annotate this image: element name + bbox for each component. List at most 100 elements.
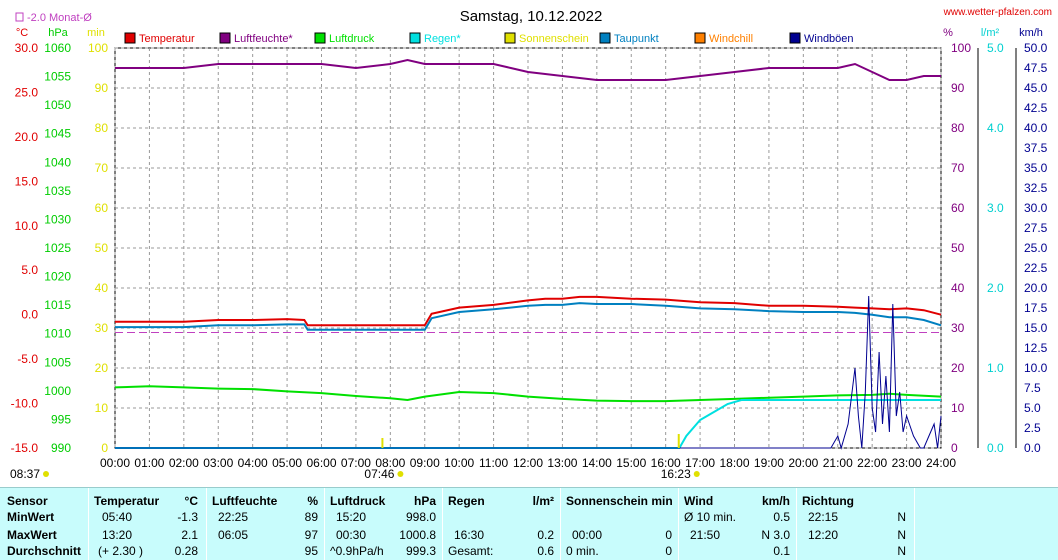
sonne-total-label: 0 min. xyxy=(566,544,599,558)
regen-max-val: 0.2 xyxy=(537,528,554,542)
y-tick-pressure: 1050 xyxy=(44,98,71,112)
luftfeuchte-min-time: 22:25 xyxy=(218,510,249,524)
luftdruck-min-val: 998.0 xyxy=(405,510,436,524)
temperatur-unit: °C xyxy=(184,494,198,508)
y-tick-pressure: 1040 xyxy=(44,155,71,169)
y-tick-wind: 7.5 xyxy=(1024,381,1041,395)
luftdruck-avg-val: 999.3 xyxy=(405,544,436,558)
sun-marker-dot xyxy=(693,471,700,477)
y-tick-humidity: 20 xyxy=(951,361,965,375)
luftdruck-min-time: 15:20 xyxy=(336,510,367,524)
y-tick-temp: 15.0 xyxy=(15,174,39,188)
luftdruck-title: Luftdruck xyxy=(330,494,386,508)
temperatur-max-time: 13:20 xyxy=(102,528,133,542)
wind-avg-val: 0.1 xyxy=(773,544,790,558)
y-tick-wind: 27.5 xyxy=(1024,221,1048,235)
axis-unit-humidity: % xyxy=(943,27,953,39)
month-avg-marker xyxy=(15,12,24,22)
y-tick-sun: 40 xyxy=(95,281,109,295)
row-label-min: MinWert xyxy=(7,510,55,524)
regen-total-label: Gesamt: xyxy=(448,544,494,558)
y-tick-rain: 4.0 xyxy=(987,121,1004,135)
y-tick-wind: 40.0 xyxy=(1024,121,1048,135)
legend-label: Windböen xyxy=(804,33,854,45)
regen-title: Regen xyxy=(448,494,485,508)
y-tick-rain: 2.0 xyxy=(987,281,1004,295)
richtung-min-time: 22:15 xyxy=(808,510,839,524)
y-tick-humidity: 50 xyxy=(951,241,965,255)
x-tick-label: 12:00 xyxy=(513,456,543,470)
luftfeuchte-unit: % xyxy=(307,494,318,508)
chart-grid xyxy=(114,47,942,449)
luftdruck-max-time: 00:30 xyxy=(336,528,367,542)
luftdruck-unit: hPa xyxy=(413,494,436,508)
legend-swatch xyxy=(789,32,801,44)
x-tick-label: 04:00 xyxy=(238,456,268,470)
legend-swatch xyxy=(314,32,326,44)
y-tick-wind: 12.5 xyxy=(1024,341,1048,355)
series-line-rain xyxy=(115,399,941,449)
richtung-max-val: N xyxy=(897,528,906,542)
x-tick-label: 20:00 xyxy=(788,456,818,470)
luftfeuchte-title: Luftfeuchte xyxy=(212,494,278,508)
stats-luftfeuchte: Luftfeuchte % 22:25 89 06:05 97 95 xyxy=(206,488,325,560)
legend-swatch xyxy=(504,32,516,44)
axis-unit-sun: min xyxy=(87,27,105,39)
sensor-title: Sensor xyxy=(7,494,48,508)
chart-title: Samstag, 10.12.2022 xyxy=(460,8,603,25)
stats-sonne: Sonnenschein min 00:00 0 0 min. 0 xyxy=(560,488,679,560)
legend-label: Temperatur xyxy=(139,33,195,45)
series-line-temp xyxy=(115,302,942,331)
y-tick-temp: -15.0 xyxy=(11,441,39,455)
wind-max-time: 21:50 xyxy=(690,528,721,542)
y-tick-wind: 17.5 xyxy=(1024,301,1048,315)
x-tick-label: 03:00 xyxy=(203,456,233,470)
x-tick-label: 08:00 xyxy=(375,456,405,470)
axis-unit-temp: °C xyxy=(16,27,28,39)
y-tick-humidity: 70 xyxy=(951,161,965,175)
x-tick-label: 15:00 xyxy=(616,456,646,470)
y-tick-pressure: 1015 xyxy=(44,298,71,312)
y-tick-pressure: 1000 xyxy=(44,384,71,398)
y-tick-wind: 0.0 xyxy=(1024,441,1041,455)
y-tick-wind: 37.5 xyxy=(1024,141,1048,155)
temperatur-avg-time: (+ 2.30 ) xyxy=(98,544,144,558)
stats-luftdruck: Luftdruck hPa 15:20 998.0 00:30 1000.8 ^… xyxy=(324,488,443,560)
y-tick-wind: 50.0 xyxy=(1024,41,1048,55)
luftdruck-trend: ^0.9hPa/h xyxy=(330,544,384,558)
y-tick-sun: 30 xyxy=(95,321,109,335)
chart-labels: 00:00 01:00 02:00 03:00 04:00 05:00 06:00 07:00… xyxy=(10,434,956,481)
stats-sensor: Sensor MinWert MaxWert Durchschnitt xyxy=(0,488,89,560)
x-tick-label: 09:00 xyxy=(410,456,440,470)
x-tick-label: 16:00 xyxy=(651,456,681,470)
x-tick-label: 13:00 xyxy=(547,456,577,470)
y-tick-pressure: 995 xyxy=(51,412,71,426)
y-tick-sun: 100 xyxy=(88,41,108,55)
x-tick-label: 18:00 xyxy=(719,456,749,470)
wind-max-val: N 3.0 xyxy=(761,528,790,542)
series-line-pressure xyxy=(114,385,942,403)
y-tick-temp: -5.0 xyxy=(17,352,38,366)
x-tick-label: 02:00 xyxy=(169,456,199,470)
axis-unit-wind: km/h xyxy=(1019,27,1043,39)
axis-unit-rain: l/m² xyxy=(981,27,1000,39)
site-link[interactable]: www.wetter-pfalzen.com xyxy=(943,7,1052,18)
stats-temperatur: Temperatur °C 05:40 -1.3 13:20 2.1 (+ 2.… xyxy=(88,488,207,560)
y-tick-temp: 30.0 xyxy=(15,41,39,55)
chart-series xyxy=(114,58,942,450)
y-tick-wind: 5.0 xyxy=(1024,401,1041,415)
y-tick-pressure: 990 xyxy=(51,441,71,455)
x-tick-label: 06:00 xyxy=(306,456,336,470)
stats-richtung: Richtung 22:15 N 12:20 N N xyxy=(796,488,915,560)
legend-swatch xyxy=(599,32,611,44)
legend-label: Windchill xyxy=(709,33,753,45)
y-tick-humidity: 40 xyxy=(951,281,965,295)
sonne-max-val: 0 xyxy=(665,528,672,542)
y-tick-wind: 32.5 xyxy=(1024,181,1048,195)
temperatur-min-val: -1.3 xyxy=(177,510,198,524)
y-tick-wind: 35.0 xyxy=(1024,161,1048,175)
temperatur-max-val: 2.1 xyxy=(181,528,198,542)
regen-total-val: 0.6 xyxy=(537,544,554,558)
y-tick-humidity: 100 xyxy=(951,41,971,55)
stats-table: Sensor MinWert MaxWert Durchschnitt Temp… xyxy=(0,487,1058,560)
